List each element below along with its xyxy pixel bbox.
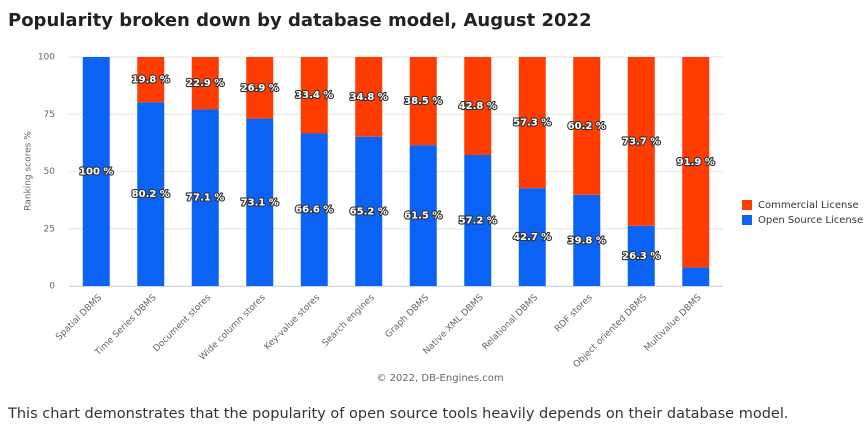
data-label: 19.8 %	[132, 75, 170, 86]
bar-segment	[518, 57, 546, 189]
data-label: 61.5 %	[404, 211, 442, 222]
bar-segment	[682, 267, 710, 286]
data-label: 26.3 %	[622, 251, 660, 262]
bar-segment	[573, 57, 601, 195]
caption: This chart demonstrates that the popular…	[7, 406, 788, 422]
y-tick-label: 100	[38, 53, 55, 63]
legend-label: Open Source License	[758, 215, 863, 226]
bar-segment	[627, 225, 655, 286]
x-tick-label: Time Series DBMS	[93, 293, 159, 359]
data-label: 100 %	[79, 167, 113, 178]
x-tick-label: RDF stores	[553, 293, 595, 335]
data-label: 65.2 %	[350, 206, 388, 217]
data-label: 57.2 %	[459, 216, 497, 227]
bar-segment	[355, 57, 383, 137]
bar-segment	[137, 102, 165, 286]
data-label: 80.2 %	[132, 189, 170, 200]
data-label: 42.7 %	[513, 232, 551, 243]
y-tick-label: 75	[44, 110, 55, 120]
credit: © 2022, DB-Engines.com	[376, 373, 503, 384]
bar-segment	[191, 57, 219, 110]
bar-segment	[355, 136, 383, 286]
data-label: 38.5 %	[404, 96, 442, 107]
bar-segment	[137, 57, 165, 103]
data-label: 57.3 %	[513, 118, 551, 129]
data-label: 42.8 %	[459, 101, 497, 112]
bar-segment	[300, 57, 328, 134]
legend-swatch	[742, 200, 752, 210]
data-label: 60.2 %	[568, 121, 606, 132]
data-label: 22.9 %	[186, 78, 224, 89]
chart-title: Popularity broken down by database model…	[8, 10, 592, 31]
bar-segment	[191, 109, 219, 286]
y-tick-label: 50	[44, 167, 56, 177]
bar-segment	[573, 194, 601, 286]
data-label: 73.1 %	[241, 197, 279, 208]
data-label: 39.8 %	[568, 235, 606, 246]
y-tick-label: 0	[49, 282, 55, 292]
data-label: 34.8 %	[350, 92, 388, 103]
y-tick-label: 25	[44, 224, 55, 234]
legend-swatch	[742, 215, 752, 225]
data-label: 91.9 %	[677, 157, 715, 168]
bar-segment	[300, 133, 328, 286]
bar-segment	[518, 188, 546, 286]
data-label: 26.9 %	[241, 83, 279, 94]
data-label: 77.1 %	[186, 193, 224, 204]
bar-segment	[627, 57, 655, 226]
y-axis-label: Ranking scores %	[24, 131, 34, 211]
x-tick-label: Spatial DBMS	[54, 293, 104, 343]
x-tick-label: Relational DBMS	[481, 293, 541, 353]
bar-segment	[409, 57, 437, 146]
legend-label: Commercial License	[758, 200, 859, 211]
bar-segment	[682, 57, 710, 268]
bar-segment	[409, 145, 437, 286]
bar-segment	[464, 57, 492, 156]
x-tick-label: Multivalue DBMS	[643, 293, 704, 354]
data-label: 73.7 %	[622, 136, 660, 147]
bar-segment	[82, 57, 110, 286]
x-tick-label: Key-value stores	[263, 293, 323, 353]
data-label: 33.4 %	[295, 90, 333, 101]
x-tick-label: Graph DBMS	[384, 293, 432, 341]
bar-segment	[246, 57, 274, 119]
x-tick-label: Document stores	[152, 293, 214, 355]
bar-segment	[246, 118, 274, 286]
x-tick-label: Search engines	[321, 293, 377, 349]
data-label: 66.6 %	[295, 205, 333, 216]
bar-segment	[464, 155, 492, 286]
x-tick-label: Native XML DBMS	[422, 293, 486, 357]
